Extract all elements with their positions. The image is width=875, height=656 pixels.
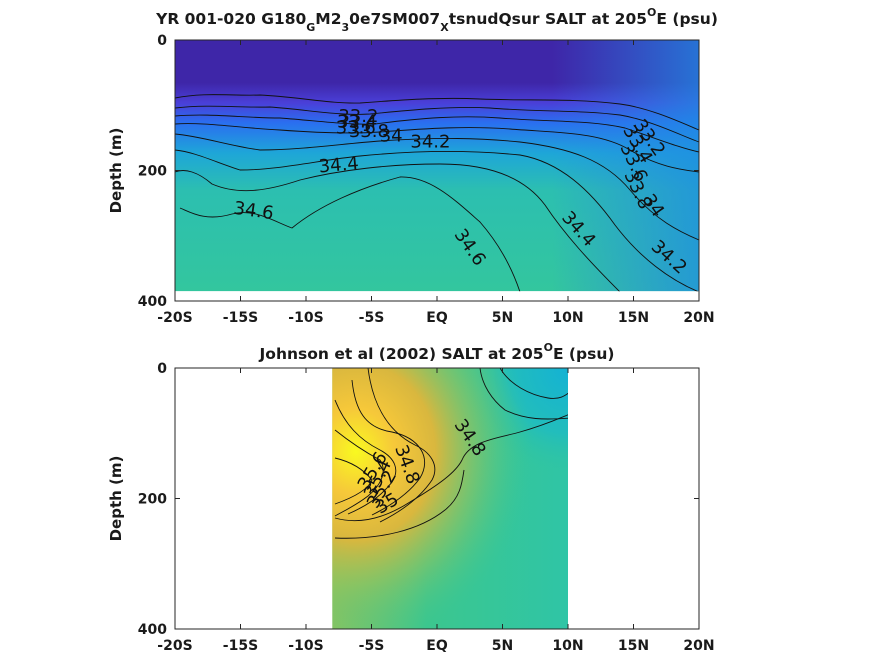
contour-label: 33.6 bbox=[336, 118, 376, 139]
contour-label: 33.8 bbox=[349, 121, 389, 142]
contour-label: 34.4 bbox=[318, 153, 360, 177]
y-tick-label: 0 bbox=[157, 361, 167, 377]
contour-line bbox=[499, 368, 569, 399]
contour-line bbox=[175, 149, 699, 292]
chart-title: Johnson et al (2002) SALT at 205OE (psu) bbox=[259, 341, 615, 363]
contour-line bbox=[334, 469, 465, 539]
x-tick-label: 20N bbox=[683, 638, 714, 654]
salinity-field-salty-core bbox=[332, 368, 568, 629]
contour-line bbox=[351, 379, 425, 516]
contour-line bbox=[334, 429, 384, 517]
contour-label: 33.4 bbox=[337, 112, 377, 133]
x-tick-label: 15N bbox=[618, 310, 649, 326]
contour-line bbox=[175, 94, 699, 131]
x-tick-label: -10S bbox=[288, 638, 323, 654]
x-axis-ticks: -20S -15S -10S -5S EQ 5N 10N 15N 20N bbox=[157, 40, 715, 326]
contour-label: 34 bbox=[380, 125, 403, 146]
x-tick-label: 20N bbox=[683, 310, 714, 326]
contour-line bbox=[175, 163, 620, 292]
contour-line bbox=[479, 368, 569, 420]
x-tick-label: EQ bbox=[426, 310, 448, 326]
x-tick-label: 5N bbox=[492, 638, 513, 654]
x-tick-label: 5N bbox=[492, 310, 513, 326]
contour-label: 33.2 bbox=[338, 106, 378, 127]
contour-line bbox=[179, 176, 521, 292]
contour-line bbox=[175, 123, 699, 173]
x-tick-label: -5S bbox=[359, 638, 385, 654]
x-axis-ticks: -20S -15S -10S -5S EQ 5N 10N 15N 20N bbox=[157, 368, 715, 654]
contour-line bbox=[334, 399, 397, 515]
salinity-heatmap bbox=[332, 368, 569, 629]
salinity-field-shading bbox=[175, 40, 699, 292]
y-axis-ticks: 0 200 400 bbox=[138, 33, 699, 310]
salinity-heatmap bbox=[175, 40, 699, 292]
contour-line bbox=[334, 457, 373, 505]
contour-lines bbox=[334, 368, 569, 539]
x-tick-label: 10N bbox=[552, 638, 583, 654]
contour-lines bbox=[175, 94, 699, 292]
y-axis-label: Depth (m) bbox=[107, 456, 125, 542]
contour-line bbox=[367, 368, 436, 523]
x-tick-label: EQ bbox=[426, 638, 448, 654]
contour-line bbox=[175, 114, 699, 153]
x-tick-label: -15S bbox=[223, 310, 258, 326]
contour-label: 34.2 bbox=[410, 131, 450, 152]
y-axis-ticks: 0 200 400 bbox=[138, 361, 699, 638]
x-tick-label: -15S bbox=[223, 638, 258, 654]
x-tick-label: -20S bbox=[157, 638, 192, 654]
observed-salinity-panel: Johnson et al (2002) SALT at 205OE (psu)… bbox=[107, 341, 715, 654]
x-tick-label: -20S bbox=[157, 310, 192, 326]
x-tick-label: -10S bbox=[288, 310, 323, 326]
y-tick-label: 200 bbox=[138, 492, 167, 508]
x-tick-label: -5S bbox=[359, 310, 385, 326]
y-tick-label: 0 bbox=[157, 33, 167, 49]
contour-line bbox=[334, 414, 569, 522]
chart-title: YR 001-020 G180GM230e7SM007XtsnudQsur SA… bbox=[155, 6, 718, 34]
y-tick-label: 400 bbox=[138, 294, 167, 310]
x-tick-label: 15N bbox=[618, 638, 649, 654]
y-axis-label: Depth (m) bbox=[107, 128, 125, 214]
x-tick-label: 10N bbox=[552, 310, 583, 326]
contour-line bbox=[175, 133, 699, 241]
y-tick-label: 400 bbox=[138, 622, 167, 638]
y-tick-label: 200 bbox=[138, 164, 167, 180]
model-salinity-panel: YR 001-020 G180GM230e7SM007XtsnudQsur SA… bbox=[107, 6, 718, 326]
contour-line bbox=[175, 105, 699, 143]
